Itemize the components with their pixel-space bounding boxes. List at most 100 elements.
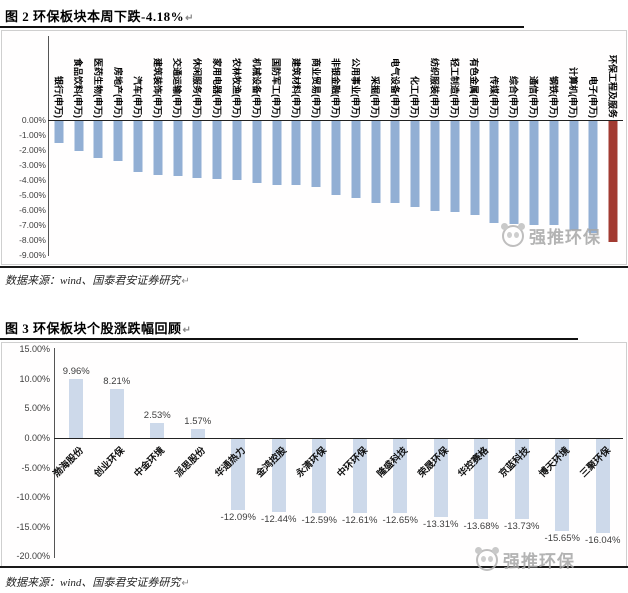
bar-column: 机械设备(申万)	[247, 31, 267, 255]
bar-column: 建筑材料(申万)	[287, 31, 307, 255]
bar-column: 化工(申万)	[405, 31, 425, 255]
paragraph-mark: ↵	[185, 13, 194, 24]
bar-column: 交通运输(申万)	[168, 31, 188, 255]
bar-column: 计算机(申万)	[564, 31, 584, 255]
bar	[231, 438, 246, 510]
bar-column: 建筑装饰(申万)	[148, 31, 168, 255]
x-axis-label: 建筑材料(申万)	[290, 58, 301, 118]
bar-value-label: -12.61%	[342, 514, 378, 526]
x-axis-label: 农林牧渔(申万)	[231, 58, 242, 118]
paragraph-mark: ↵	[181, 578, 190, 589]
y-tick-label: -2.00%	[19, 145, 46, 155]
x-axis-label: 国防军工(申万)	[271, 58, 282, 118]
x-axis-label: 电子(申万)	[587, 76, 598, 118]
bar	[312, 438, 327, 513]
x-axis-label: 通信(申万)	[528, 76, 539, 118]
y-tick-label: -4.00%	[19, 175, 46, 185]
bar	[291, 120, 301, 186]
figure3-bottom-rule	[0, 566, 628, 568]
bar-column: 银行(申万)	[49, 31, 69, 255]
bar-column: -13.31% 荣晟环保	[416, 343, 462, 564]
bar-column: 综合(申万)	[504, 31, 524, 255]
bar	[150, 423, 165, 438]
bar-column: -13.68% 华控赛格	[456, 343, 502, 564]
stock-chart-plot: 9.96% 渤海股份 8.21% 创业环保 2.53% 中金环境 1.57% 派思股份 -12.…	[51, 343, 623, 564]
watermark: 强推环保	[501, 222, 601, 248]
bar-value-label: -13.73%	[504, 521, 540, 533]
y-tick-label: -8.00%	[19, 235, 46, 245]
bar	[470, 120, 480, 215]
sector-chart: 0.00% -1.00% -2.00% -3.00% -4.00% -5.00% -6.00…	[1, 30, 627, 265]
bar-column: 商业贸易(申万)	[306, 31, 326, 255]
x-axis-label: 电气设备(申万)	[389, 58, 400, 118]
y-tick-label: 10.00%	[19, 373, 50, 384]
bar	[74, 120, 84, 151]
bar-column: 国防军工(申万)	[267, 31, 287, 255]
bar	[109, 389, 124, 438]
bar-column: 2.53% 中金环境	[132, 343, 178, 564]
bar-value-label: 1.57%	[184, 415, 212, 427]
bar-column: 轻工制造(申万)	[445, 31, 465, 255]
bar-column: -12.61% 中环环保	[335, 343, 381, 564]
y-tick-label: 0.00%	[21, 115, 46, 125]
bar	[351, 120, 361, 198]
bar	[331, 120, 341, 195]
bar-column: 电子(申万)	[584, 31, 604, 255]
x-axis-label: 银行(申万)	[53, 76, 64, 118]
bar-column: 电气设备(申万)	[386, 31, 406, 255]
bar-value-label: 8.21%	[103, 376, 131, 388]
bar-column: -12.65% 隆盛科技	[375, 343, 421, 564]
bar-column: 农林牧渔(申万)	[227, 31, 247, 255]
bar	[588, 120, 598, 234]
y-tick-label: -6.00%	[19, 205, 46, 215]
figure2-title-text: 图 2 环保板块本周下跌-4.18%	[5, 9, 185, 24]
bar-column: -12.44% 金鸿控股	[254, 343, 300, 564]
sector-chart-zero-line	[48, 120, 623, 121]
bar-column: 钢铁(申万)	[544, 31, 564, 255]
bar-value-label: -13.31%	[423, 518, 459, 530]
sector-chart-plot: 银行(申万) 食品饮料(申万) 医药生物(申万) 房地产(申万) 汽车(申万) 建筑装饰(…	[49, 31, 623, 255]
bar	[69, 379, 84, 438]
x-axis-label: 综合(申万)	[508, 76, 519, 118]
x-axis-label: 家用电器(申万)	[211, 58, 222, 118]
bar-value-label: -15.65%	[544, 532, 580, 544]
bar	[352, 438, 367, 513]
bar-column: 传媒(申万)	[485, 31, 505, 255]
bar-column: 有色金属(申万)	[465, 31, 485, 255]
bar	[450, 120, 460, 212]
bar	[393, 438, 408, 513]
bar-column: -12.09% 华通热力	[213, 343, 259, 564]
bar	[232, 120, 242, 180]
bar	[93, 120, 103, 158]
y-tick-label: -7.00%	[19, 220, 46, 230]
x-axis-label: 轻工制造(申万)	[449, 58, 460, 118]
bar	[595, 438, 610, 533]
figure3-source: 数据来源：wind、国泰君安证券研究↵	[5, 574, 190, 590]
bar-column: 非银金融(申万)	[326, 31, 346, 255]
y-tick-label: -10.00%	[16, 492, 50, 503]
paragraph-mark: ↵	[182, 325, 192, 336]
bar-value-label: -12.09%	[220, 511, 256, 523]
bar	[271, 438, 286, 512]
bar	[569, 120, 579, 230]
bar	[433, 438, 448, 517]
x-axis-label: 化工(申万)	[409, 76, 420, 118]
bar-column: -15.65% 博天环境	[537, 343, 583, 564]
stock-chart-y-axis-line	[54, 348, 55, 558]
y-tick-label: 0.00%	[24, 433, 50, 443]
bar-column: -12.59% 永清环保	[294, 343, 340, 564]
bar	[212, 120, 222, 180]
panda-logo-icon	[501, 222, 525, 247]
x-axis-label: 纺织服装(申万)	[429, 58, 440, 118]
figure2-source: 数据来源：wind、国泰君安证券研究↵	[5, 272, 190, 288]
bar	[192, 120, 202, 178]
bar	[153, 120, 163, 175]
bar	[173, 120, 183, 177]
bar	[371, 120, 381, 203]
y-tick-label: -15.00%	[16, 521, 50, 532]
bar-column: 医药生物(申万)	[89, 31, 109, 255]
figure2-title-rule	[0, 26, 524, 28]
y-tick-label: -5.00%	[19, 190, 46, 200]
figure2-title: 图 2 环保板块本周下跌-4.18%↵	[5, 6, 194, 25]
x-axis-label: 房地产(申万)	[112, 67, 123, 118]
